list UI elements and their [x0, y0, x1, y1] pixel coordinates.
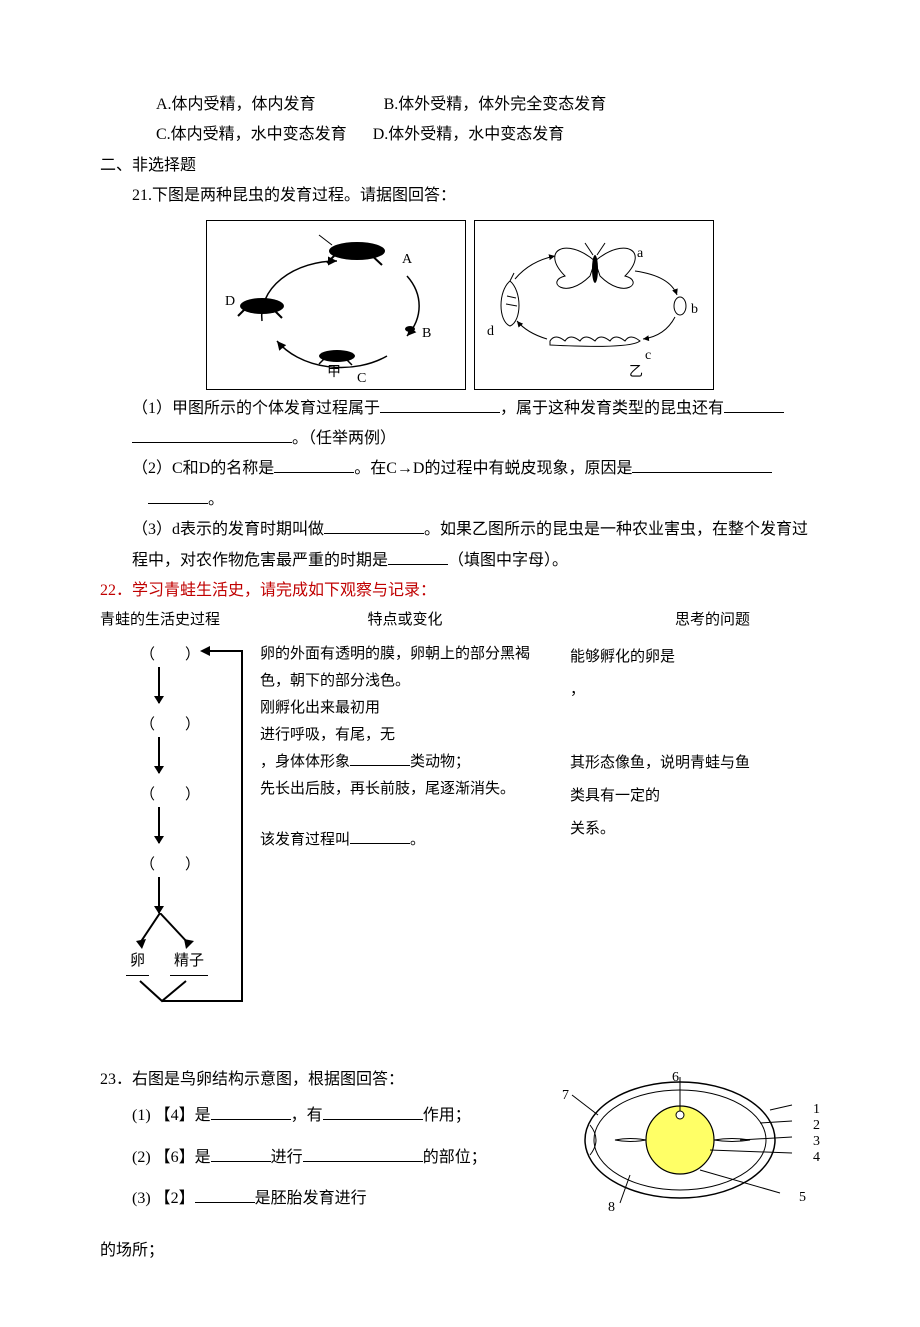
blank[interactable] [388, 564, 448, 565]
q22-feat2d: 类动物； [410, 754, 470, 770]
q22-feat4: 该发育过程叫 。 [260, 827, 550, 854]
q23-p3: (3) 【2】 是胚胎发育进行 [100, 1178, 560, 1220]
option-row-2: C.体内受精，水中变态发育 D.体外受精，水中变态发育 [100, 120, 820, 150]
q22-title: 22．学习青蛙生活史，请完成如下观察与记录： [100, 576, 820, 606]
q22-feat4a: 该发育过程叫 [260, 832, 350, 848]
q22-col3-head: 思考的问题 [550, 606, 750, 635]
yi-label-b: b [691, 297, 698, 324]
yi-label-a: a [637, 241, 643, 268]
blank[interactable] [132, 442, 292, 443]
q21-p2: （2）C和D的名称是 。在C→D的过程中有蜕皮现象，原因是 [100, 454, 820, 484]
q23-p2a: (2) 【6】是 [132, 1149, 211, 1166]
blank[interactable] [380, 412, 500, 413]
q21-p1a: （1）甲图所示的个体发育过程属于 [132, 400, 380, 417]
q22-feat3: 先长出后肢，再长前肢，尾逐渐消失。 [260, 776, 550, 803]
jia-label-C: C [357, 366, 366, 393]
q22-think3: 其形态像鱼，说明青蛙与鱼类具有一定的 [570, 747, 750, 813]
option-c: C.体内受精，水中变态发育 [156, 126, 347, 143]
egg-label-6: 6 [672, 1065, 679, 1092]
q22-col1-head: 青蛙的生活史过程 [100, 606, 260, 635]
q21-p2b: 。在C→D的过程中有蜕皮现象，原因是 [354, 460, 632, 477]
option-b: B.体外受精，体外完全变态发育 [384, 96, 607, 113]
egg-structure-icon [560, 1065, 800, 1215]
q23-p1b: ，有 [291, 1107, 323, 1124]
q22-features: 卵的外面有透明的膜，卵朝上的部分黑褐色，朝下的部分浅色。 刚孵化出来最初用 进行… [260, 641, 550, 854]
q21-p3a: （3）d表示的发育时期叫做 [132, 521, 324, 538]
q22-feat2a: 刚孵化出来最初用 [260, 700, 380, 716]
egg-label-8: 8 [608, 1195, 615, 1222]
q22-think: 能够孵化的卵是 ， 其形态像鱼，说明青蛙与鱼类具有一定的 关系。 [550, 641, 750, 846]
q23-p1a: (1) 【4】是 [132, 1107, 211, 1124]
q21-p3: （3）d表示的发育时期叫做。如果乙图所示的昆虫是一种农业害虫，在整个发育过程中，… [100, 515, 820, 576]
q21-p1-cont: 。（任举两例） [100, 424, 820, 454]
q21-diagrams: A B C D 甲 [100, 220, 820, 390]
jia-label-D: D [225, 289, 235, 316]
loop-arrow-icon [100, 641, 260, 1013]
q23-wrap: 23．右图是鸟卵结构示意图，根据图回答： (1) 【4】是 ，有 作用； (2) 【… [100, 1065, 820, 1226]
q22-flow: （ ） （ ） （ ） （ ） 卵 精子 [100, 641, 260, 1041]
q23-p1: (1) 【4】是 ，有 作用； [100, 1095, 560, 1137]
q22-body: （ ） （ ） （ ） （ ） 卵 精子 卵的外面有透明的膜，卵朝上的部分黑褐色… [100, 641, 820, 1041]
q23-p1c: 作用； [423, 1107, 471, 1124]
q21-p2c: 。 [208, 491, 224, 508]
option-a: A.体内受精，体内发育 [156, 96, 316, 113]
option-d: D.体外受精，水中变态发育 [373, 126, 565, 143]
q23-egg-diagram: 1 2 3 4 5 6 7 8 [560, 1065, 820, 1226]
blank[interactable] [303, 1161, 423, 1162]
q22-feat2c: ，身体体形象 [260, 754, 350, 770]
blank[interactable] [632, 472, 772, 473]
q23-stem: 23．右图是鸟卵结构示意图，根据图回答： [100, 1065, 560, 1095]
blank[interactable] [211, 1119, 291, 1120]
blank[interactable] [148, 503, 208, 504]
blank[interactable] [274, 472, 354, 473]
jia-label-A: A [402, 247, 412, 274]
egg-label-5: 5 [799, 1185, 806, 1212]
yi-label-c: c [645, 343, 651, 370]
egg-label-7: 7 [562, 1083, 569, 1110]
blank[interactable] [724, 412, 784, 413]
blank[interactable] [350, 843, 410, 844]
q23-p2: (2) 【6】是 进行 的部位； [100, 1137, 560, 1179]
blank[interactable] [323, 1119, 423, 1120]
q23-p2b: 进行 [271, 1149, 303, 1166]
q22-feat2: 刚孵化出来最初用 进行呼吸，有尾，无 ，身体体形象 类动物； [260, 695, 550, 776]
jia-name: 甲 [327, 360, 341, 387]
butterfly-cycle-icon [475, 221, 715, 391]
q21-p1c: 。（任举两例） [292, 430, 396, 447]
egg-label-4: 4 [813, 1145, 820, 1172]
q21-p2-cont: 。 [100, 485, 820, 515]
q23-p4: 的场所； [100, 1236, 820, 1266]
q22-think2: ， [570, 674, 750, 707]
blank[interactable] [350, 765, 410, 766]
q21-p1: （1）甲图所示的个体发育过程属于 ，属于这种发育类型的昆虫还有 [100, 394, 820, 424]
q21-diagram-jia: A B C D 甲 [206, 220, 466, 390]
section-2-title: 二、非选择题 [100, 151, 820, 181]
jia-label-B: B [422, 321, 431, 348]
q22-feat1: 卵的外面有透明的膜，卵朝上的部分黑褐色，朝下的部分浅色。 [260, 641, 550, 695]
blank[interactable] [324, 533, 424, 534]
q23-text: 23．右图是鸟卵结构示意图，根据图回答： (1) 【4】是 ，有 作用； (2) 【… [100, 1065, 560, 1220]
q23-p3b: 是胚胎发育进行 [255, 1190, 367, 1207]
option-row-1: A.体内受精，体内发育 B.体外受精，体外完全变态发育 [100, 90, 820, 120]
q23-p3a: (3) 【2】 [132, 1190, 195, 1207]
yi-name: 乙 [629, 360, 643, 387]
q21-diagram-yi: a b c d 乙 [474, 220, 714, 390]
q21-p2a: （2）C和D的名称是 [132, 460, 274, 477]
q21-stem: 21.下图是两种昆虫的发育过程。请据图回答： [100, 181, 820, 211]
q21-p3c: （填图中字母）。 [448, 552, 568, 569]
blank[interactable] [211, 1161, 271, 1162]
q22-feat2b: 进行呼吸，有尾，无 [260, 727, 395, 743]
q22-headers: 青蛙的生活史过程 特点或变化 思考的问题 [100, 606, 820, 635]
q21-p1b: ，属于这种发育类型的昆虫还有 [500, 400, 724, 417]
blank[interactable] [195, 1202, 255, 1203]
q22-col2-head: 特点或变化 [260, 606, 550, 635]
q22-feat4b: 。 [410, 832, 425, 848]
q22-think1: 能够孵化的卵是 [570, 641, 750, 674]
q22-think4: 关系。 [570, 813, 750, 846]
yi-label-d: d [487, 319, 494, 346]
q23-p2c: 的部位； [423, 1149, 487, 1166]
